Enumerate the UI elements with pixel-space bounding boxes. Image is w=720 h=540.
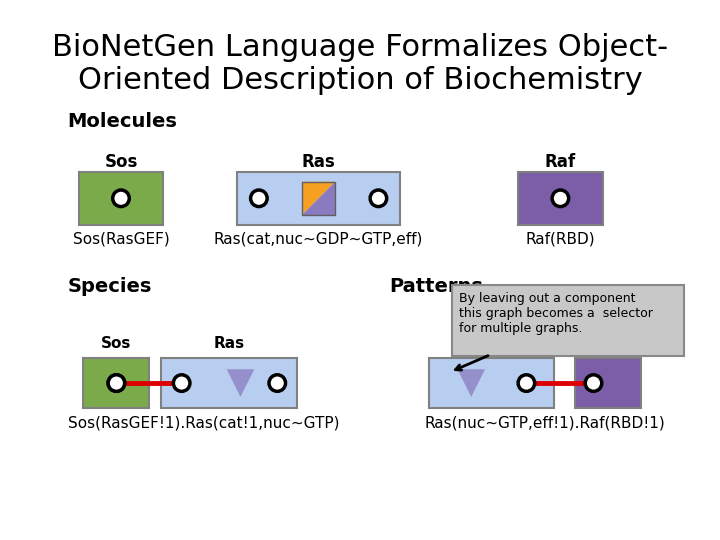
Polygon shape: [227, 369, 254, 397]
Bar: [302, 182, 336, 215]
Text: Ras: Ras: [302, 153, 336, 171]
Circle shape: [174, 375, 190, 392]
Bar: [78, 172, 163, 225]
Bar: [575, 358, 642, 408]
Circle shape: [108, 375, 125, 392]
Circle shape: [113, 190, 130, 207]
Text: Oriented Description of Biochemistry: Oriented Description of Biochemistry: [78, 66, 642, 95]
Text: Raf(RBD): Raf(RBD): [526, 232, 595, 246]
Bar: [518, 172, 603, 225]
Text: Ras(cat,nuc~GDP~GTP,eff): Ras(cat,nuc~GDP~GTP,eff): [214, 232, 423, 246]
Polygon shape: [302, 182, 336, 215]
Polygon shape: [457, 369, 485, 397]
Text: Sos(RasGEF!1).Ras(cat!1,nuc~GTP): Sos(RasGEF!1).Ras(cat!1,nuc~GTP): [68, 415, 339, 430]
Circle shape: [370, 190, 387, 207]
Bar: [429, 358, 554, 408]
Circle shape: [108, 375, 125, 392]
Text: Ras: Ras: [214, 336, 245, 351]
Text: Sos: Sos: [102, 336, 132, 351]
Circle shape: [518, 375, 535, 392]
Circle shape: [251, 190, 267, 207]
Circle shape: [552, 190, 569, 207]
Polygon shape: [302, 182, 336, 215]
Circle shape: [585, 375, 602, 392]
Text: Species: Species: [68, 278, 152, 296]
Text: Ras(nuc~GTP,eff!1).Raf(RBD!1): Ras(nuc~GTP,eff!1).Raf(RBD!1): [424, 415, 665, 430]
Text: Sos: Sos: [104, 153, 138, 171]
Text: By leaving out a component
this graph becomes a  selector
for multiple graphs.: By leaving out a component this graph be…: [459, 292, 653, 335]
Text: Molecules: Molecules: [68, 112, 178, 131]
Bar: [237, 172, 400, 225]
Text: BioNetGen Language Formalizes Object-: BioNetGen Language Formalizes Object-: [52, 33, 668, 62]
Text: Sos(RasGEF): Sos(RasGEF): [73, 232, 169, 246]
Bar: [84, 358, 150, 408]
FancyBboxPatch shape: [452, 285, 683, 356]
Text: Raf: Raf: [594, 336, 623, 351]
Text: Patterns: Patterns: [390, 278, 483, 296]
Circle shape: [269, 375, 286, 392]
Bar: [161, 358, 297, 408]
Text: Raf: Raf: [545, 153, 576, 171]
Text: Ras: Ras: [476, 336, 507, 351]
